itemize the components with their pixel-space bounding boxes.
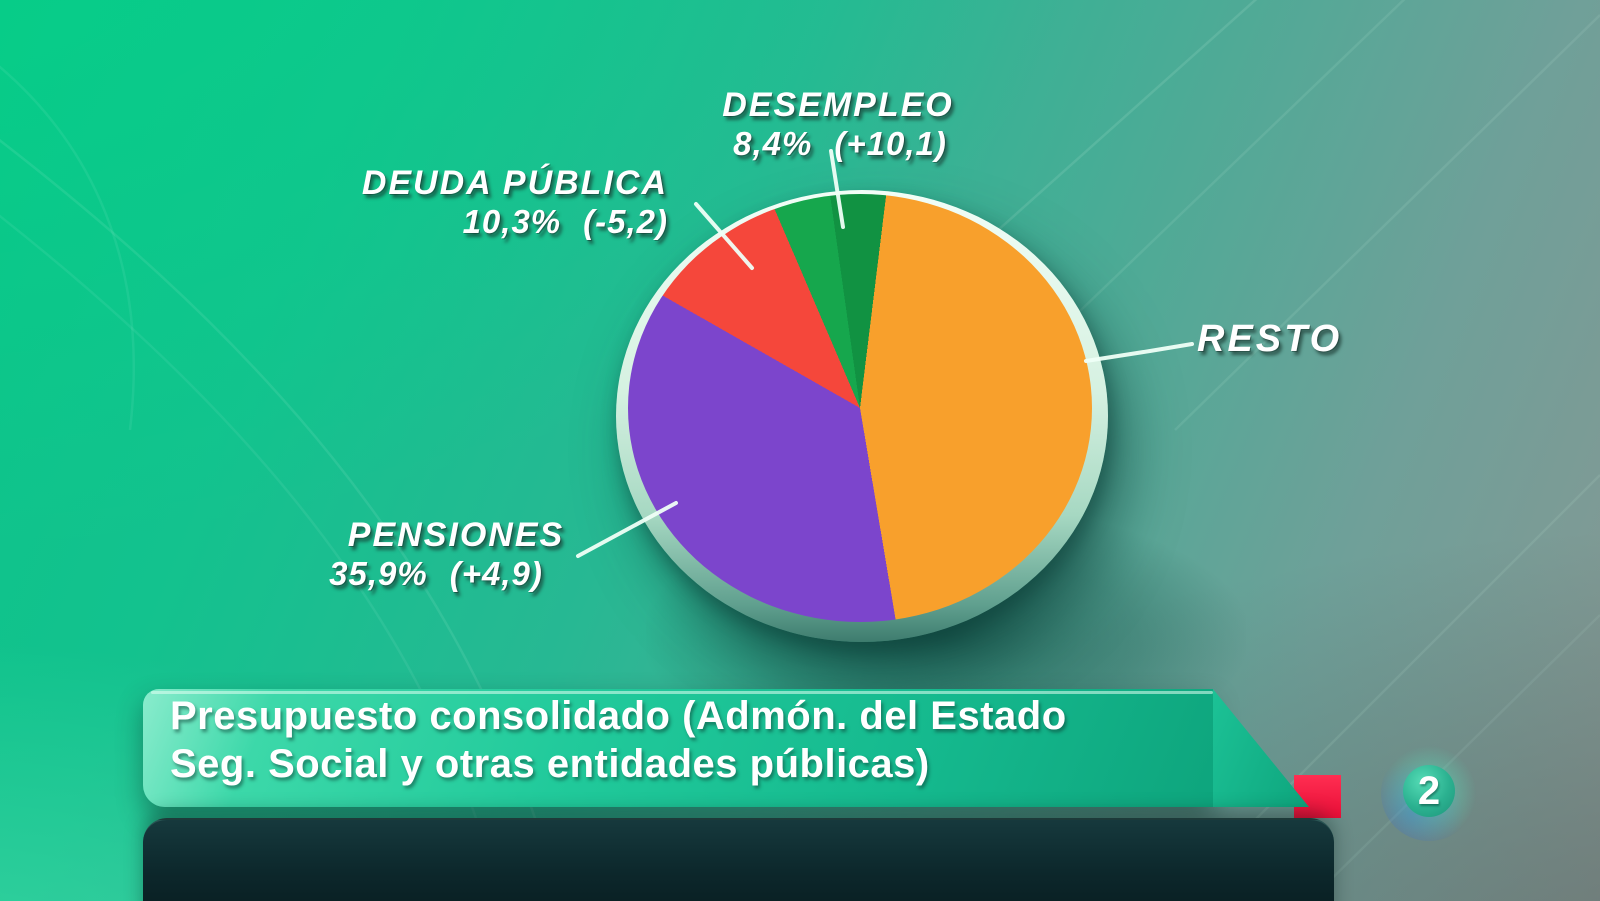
- callout-deuda-publica-stats: 10,3% (-5,2): [463, 203, 668, 241]
- lower-third-box: [143, 818, 1334, 901]
- callout-resto: RESTO: [1197, 318, 1342, 361]
- callout-desempleo-stats: 8,4% (+10,1): [733, 125, 947, 163]
- slice-percent: 35,9%: [329, 555, 428, 592]
- red-accent-square: [1294, 775, 1341, 818]
- slice-change: (-5,2): [583, 203, 668, 240]
- slice-label: RESTO: [1197, 318, 1343, 360]
- slice-percent: 10,3%: [462, 203, 562, 240]
- slice-label: PENSIONES: [347, 516, 565, 554]
- slice-change: (+4,9): [449, 555, 543, 592]
- callout-desempleo: DESEMPLEO: [722, 86, 953, 125]
- callout-deuda-publica: DEUDA PÚBLICA: [362, 164, 668, 203]
- callout-pensiones: PENSIONES: [348, 516, 564, 555]
- slice-change: (+10,1): [834, 125, 947, 162]
- slice-label: DEUDA PÚBLICA: [361, 164, 668, 202]
- callout-pensiones-stats: 35,9% (+4,9): [329, 555, 543, 593]
- leader-resto: [1084, 342, 1194, 363]
- slice-percent: 8,4%: [733, 125, 813, 162]
- channel-logo: 2: [1403, 765, 1455, 817]
- banner-title-line1: Presupuesto consolidado (Admón. del Esta…: [170, 694, 1067, 738]
- banner-title-line2: Seg. Social y otras entidades públicas): [170, 742, 930, 786]
- banner-title: Presupuesto consolidado (Admón. del Esta…: [170, 692, 1067, 788]
- title-banner: Presupuesto consolidado (Admón. del Esta…: [143, 689, 1213, 807]
- slice-label: DESEMPLEO: [722, 86, 954, 124]
- pie-shade-overlay: [628, 194, 1092, 622]
- channel-logo-number: 2: [1417, 768, 1441, 813]
